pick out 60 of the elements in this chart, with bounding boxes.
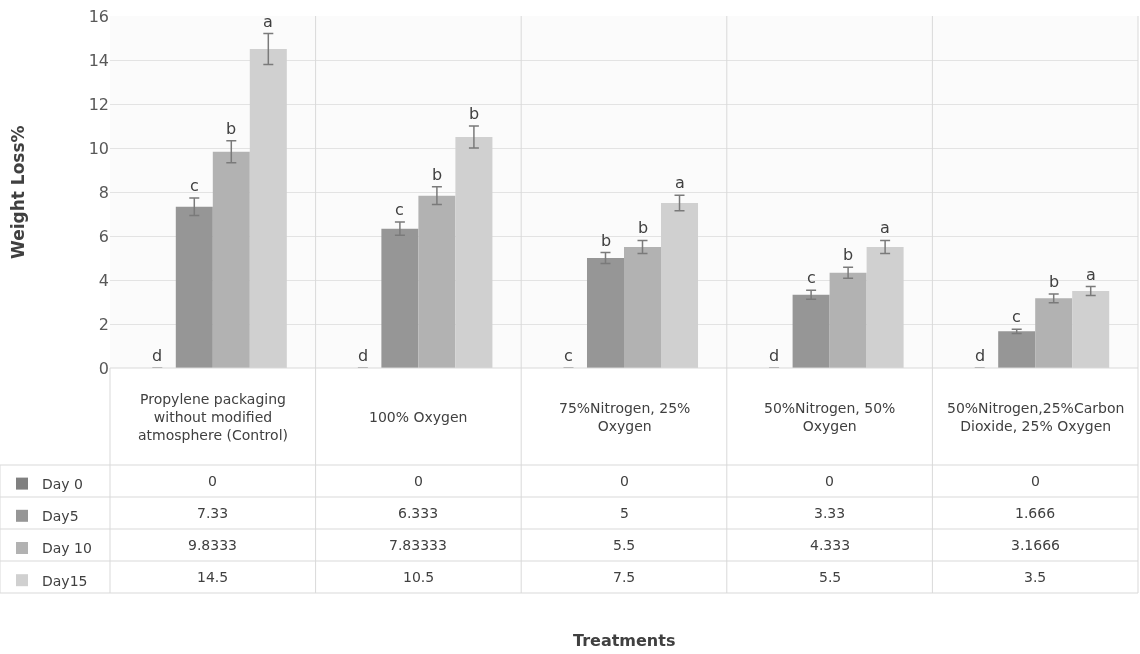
annotation: b: [601, 231, 612, 250]
x-tick-label: 100% Oxygen: [369, 409, 468, 425]
x-tick-label: Propylene packaging without modified atmosphere (Control): [138, 391, 288, 444]
annotation: c: [564, 346, 573, 365]
annotation: d: [358, 346, 369, 365]
annotation: b: [843, 245, 854, 264]
annotation: b: [226, 119, 237, 138]
legend-label: Day5: [42, 508, 79, 525]
data-label: 5.5: [819, 569, 842, 585]
y-tick-label: 14: [88, 50, 109, 70]
annotation: a: [675, 173, 685, 192]
legend-label: Day 10: [42, 540, 92, 557]
annotation: c: [395, 200, 404, 219]
text: Treatments: [573, 631, 676, 650]
data-label: 0: [208, 473, 217, 489]
annotation: d: [975, 346, 986, 365]
data-label: 0: [620, 473, 629, 489]
data-label: 3.5: [1024, 569, 1047, 585]
annotation: d: [769, 346, 780, 365]
data-label: 4.333: [810, 537, 851, 553]
annotation: a: [880, 218, 890, 237]
y-tick-label: 12: [88, 94, 109, 114]
data-label: 10.5: [403, 569, 435, 585]
y-tick-label: 2: [98, 314, 109, 334]
y-tick-label: 4: [98, 270, 109, 290]
annotation: b: [469, 104, 480, 123]
annotation: a: [263, 12, 273, 31]
y-tick-label: 0: [98, 358, 109, 378]
data-label: 6.333: [398, 505, 439, 521]
annotation: a: [1086, 265, 1096, 284]
data-label: 7.33: [197, 505, 229, 521]
data-label: 0: [414, 473, 423, 489]
annotation: c: [807, 268, 816, 287]
annotation: c: [1012, 307, 1021, 326]
data-label: 7.83333: [389, 537, 447, 553]
annotation: d: [152, 346, 163, 365]
y-axis-title: Weight Loss%: [8, 125, 28, 259]
data-label: 14.5: [197, 569, 229, 585]
data-label: 0: [1031, 473, 1040, 489]
data-label: 3.33: [814, 505, 846, 521]
annotation: b: [638, 218, 649, 237]
y-tick-label: 16: [88, 6, 109, 26]
y-tick-label: 8: [98, 182, 109, 202]
annotation: c: [190, 176, 199, 195]
legend-label: Day 0: [42, 476, 84, 493]
x-tick-label: 50%Nitrogen,25%Carbon Dioxide, 25% Oxygen: [947, 400, 1125, 435]
y-tick-label: 10: [88, 138, 109, 158]
data-label: 3.1666: [1011, 537, 1061, 553]
x-tick-label: 75%Nitrogen, 25% Oxygen: [559, 400, 691, 435]
x-tick-label: 50%Nitrogen, 50% Oxygen: [764, 400, 896, 435]
data-label: 5.5: [613, 537, 636, 553]
data-label: 5: [620, 505, 629, 521]
data-label: 9.8333: [188, 537, 237, 553]
data-label: 7.5: [613, 569, 636, 585]
data-label: 1.666: [1015, 505, 1056, 521]
legend-label: Day15: [42, 572, 88, 589]
data-label: 0: [825, 473, 834, 489]
annotation: b: [1049, 272, 1060, 291]
y-tick-label: 6: [98, 226, 109, 246]
annotation: b: [432, 165, 443, 184]
